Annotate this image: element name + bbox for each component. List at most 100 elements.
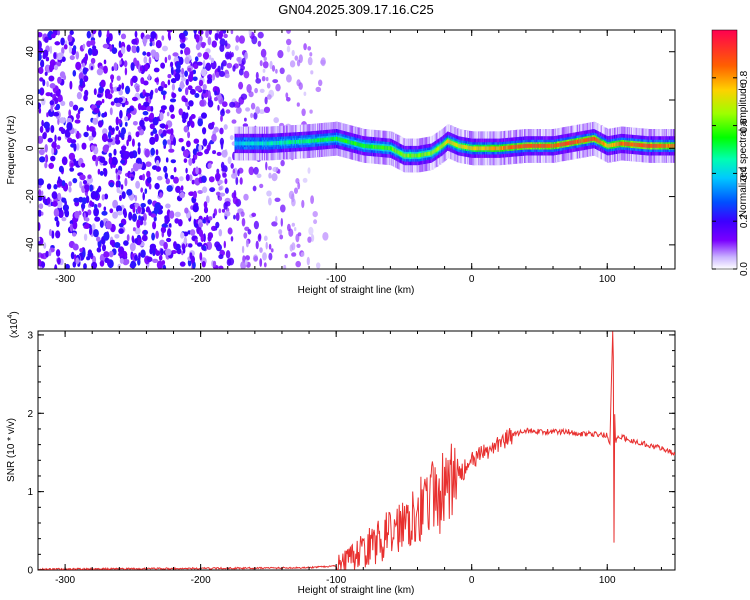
noise-cell bbox=[89, 39, 96, 46]
noise-cell bbox=[227, 227, 233, 235]
noise-cell bbox=[131, 75, 138, 84]
noise-cell bbox=[76, 113, 80, 120]
noise-cell bbox=[75, 51, 80, 60]
colorbar-tick-label: 0.8 bbox=[739, 70, 750, 84]
noise-cell bbox=[259, 247, 263, 253]
noise-cell bbox=[140, 105, 146, 111]
colorbar-tick-label: 0.2 bbox=[739, 214, 750, 228]
noise-cell bbox=[176, 61, 181, 71]
noise-cell bbox=[288, 228, 294, 237]
noise-cell bbox=[146, 51, 151, 57]
noise-cell bbox=[266, 82, 271, 89]
noise-cell bbox=[205, 195, 210, 204]
noise-cell bbox=[220, 115, 223, 122]
noise-cell bbox=[185, 174, 190, 182]
noise-cell bbox=[170, 78, 177, 84]
noise-cell bbox=[150, 213, 157, 218]
noise-cell bbox=[216, 30, 220, 33]
noise-cell bbox=[38, 178, 44, 186]
noise-cell bbox=[38, 189, 42, 197]
noise-cell bbox=[116, 210, 123, 216]
noise-cell bbox=[301, 108, 306, 117]
noise-cell bbox=[218, 186, 223, 191]
noise-cell bbox=[179, 261, 186, 267]
bottom-x-axis: -300 -200 -100 0 100 bbox=[37, 331, 662, 586]
noise-cell bbox=[146, 176, 152, 184]
noise-cell bbox=[218, 196, 223, 202]
noise-cell bbox=[52, 200, 58, 207]
noise-cell bbox=[120, 184, 124, 190]
noise-cell bbox=[144, 188, 148, 195]
noise-cell bbox=[38, 107, 42, 114]
noise-cell bbox=[55, 230, 61, 239]
noise-cell bbox=[66, 122, 73, 131]
noise-cell bbox=[226, 62, 233, 69]
noise-cell bbox=[135, 131, 140, 138]
noise-cell bbox=[76, 91, 82, 100]
noise-cell bbox=[175, 185, 181, 193]
noise-cell bbox=[69, 55, 75, 61]
noise-cell bbox=[286, 45, 291, 53]
noise-cell bbox=[247, 229, 252, 235]
noise-cell bbox=[164, 124, 169, 130]
noise-cell bbox=[145, 161, 152, 167]
noise-cell bbox=[220, 62, 224, 71]
noise-cell bbox=[284, 253, 288, 259]
noise-cell bbox=[195, 85, 202, 92]
noise-cell bbox=[208, 216, 213, 221]
noise-cell bbox=[136, 219, 141, 229]
noise-cell bbox=[105, 220, 112, 230]
noise-cell bbox=[212, 73, 216, 81]
noise-cell bbox=[127, 134, 132, 142]
y-tick-label: 40 bbox=[25, 46, 36, 58]
noise-cell bbox=[117, 170, 122, 175]
noise-cell bbox=[109, 182, 114, 188]
noise-cell bbox=[185, 167, 188, 174]
noise-cell bbox=[277, 50, 284, 59]
noise-cell bbox=[167, 31, 171, 40]
noise-cell bbox=[212, 86, 219, 93]
noise-cell bbox=[219, 38, 226, 47]
noise-cell bbox=[265, 76, 269, 82]
noise-cell bbox=[170, 66, 174, 76]
noise-cell bbox=[217, 33, 223, 39]
noise-cell bbox=[286, 74, 292, 83]
noise-cell bbox=[47, 137, 53, 143]
noise-cell bbox=[265, 161, 268, 171]
noise-cell bbox=[263, 235, 268, 242]
noise-cell bbox=[202, 127, 207, 135]
noise-cell bbox=[169, 210, 175, 219]
noise-cell bbox=[154, 182, 160, 190]
noise-cell bbox=[122, 258, 129, 266]
noise-cell bbox=[273, 117, 280, 124]
noise-cell bbox=[115, 180, 119, 188]
noise-cell bbox=[253, 166, 259, 175]
noise-cell bbox=[263, 56, 267, 61]
noise-cell bbox=[234, 45, 239, 51]
noise-cell bbox=[219, 70, 225, 77]
noise-cell bbox=[262, 68, 266, 73]
noise-cell bbox=[207, 235, 212, 242]
noise-cell bbox=[185, 78, 189, 86]
noise-cell bbox=[183, 231, 189, 237]
noise-cell bbox=[114, 242, 121, 248]
noise-cell bbox=[61, 156, 68, 166]
noise-cell bbox=[110, 74, 115, 81]
noise-cell bbox=[163, 165, 168, 173]
noise-cell bbox=[174, 211, 181, 218]
noise-cell bbox=[57, 30, 61, 36]
colorbar-gradient bbox=[711, 29, 738, 270]
noise-cell bbox=[320, 57, 326, 67]
noise-cell bbox=[38, 89, 41, 94]
noise-cell bbox=[49, 100, 55, 106]
noise-cell bbox=[246, 84, 252, 93]
noise-cell bbox=[123, 60, 128, 68]
noise-cell bbox=[268, 243, 272, 250]
noise-cell bbox=[153, 67, 160, 73]
noise-cell bbox=[168, 223, 172, 228]
noise-cell bbox=[79, 181, 83, 189]
noise-cell bbox=[90, 57, 96, 64]
noise-cell bbox=[152, 221, 157, 230]
noise-cell bbox=[128, 151, 135, 159]
noise-cell bbox=[201, 112, 207, 119]
